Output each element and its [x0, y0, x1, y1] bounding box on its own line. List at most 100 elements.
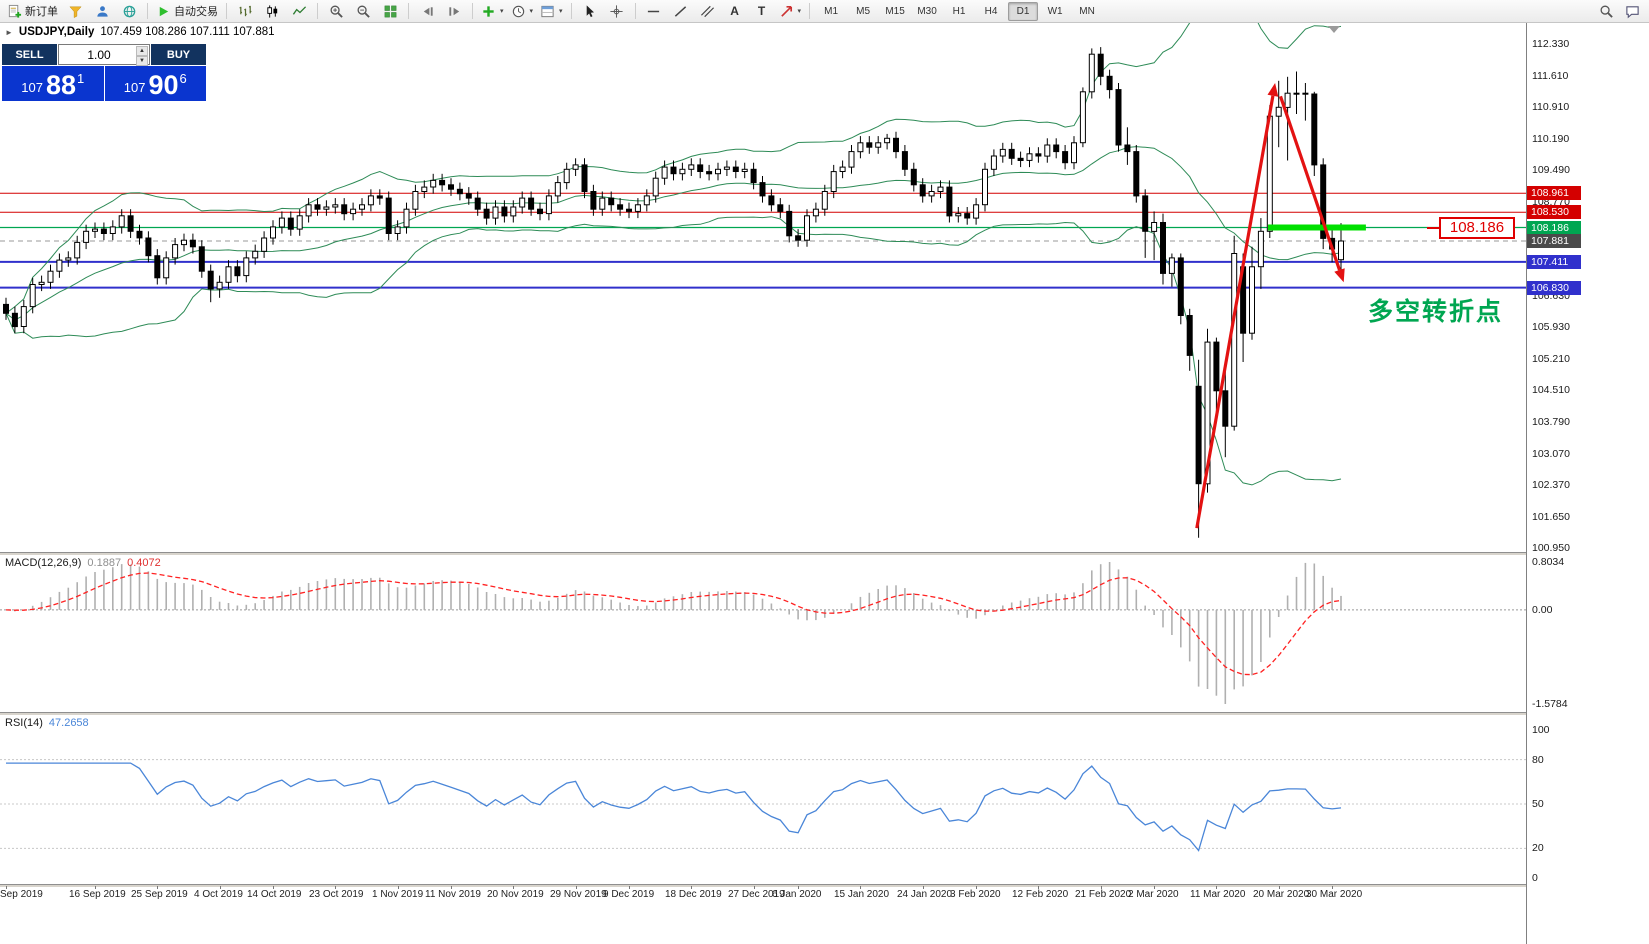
date-tick [220, 886, 221, 889]
chat-button[interactable] [1619, 1, 1645, 21]
autotrading-button[interactable]: 自动交易 [153, 1, 221, 21]
macd-value-main: 0.1887 [87, 557, 122, 569]
spinner-down-icon[interactable]: ▼ [136, 56, 148, 66]
macd-pane[interactable] [0, 554, 1526, 712]
timeframe-group: M1 M5 M15 M30 H1 H4 D1 W1 MN [815, 1, 1103, 21]
rsi-chart[interactable] [0, 714, 1526, 884]
pane-separator[interactable] [0, 712, 1649, 715]
search-button[interactable] [1593, 1, 1619, 21]
toolbar-right-group [1593, 1, 1645, 21]
timeframe-w1[interactable]: W1 [1047, 5, 1063, 17]
timeframe-m1[interactable]: M1 [824, 5, 839, 17]
date-label: 11 Mar 2020 [1190, 889, 1246, 900]
buy-price-box[interactable]: 107 90 6 [104, 66, 206, 101]
sell-button[interactable]: SELL [2, 44, 57, 65]
templates-button[interactable]: ▾ [537, 1, 566, 21]
pane-separator[interactable] [0, 552, 1649, 555]
spinner-up-icon[interactable]: ▲ [136, 46, 148, 56]
bar-chart-button[interactable] [232, 1, 258, 21]
chevron-down-icon: ▾ [559, 8, 563, 15]
candlestick-chart-button[interactable] [259, 1, 285, 21]
date-label: 14 Oct 2019 [247, 889, 302, 900]
rsi-pane[interactable] [0, 714, 1526, 884]
date-tick [1332, 886, 1333, 889]
text-label-tool-button[interactable]: T [749, 1, 775, 21]
price-axis-badge: 107.411 [1527, 255, 1581, 269]
market-watch-button[interactable] [62, 1, 88, 21]
timeframe-h1[interactable]: H1 [952, 5, 966, 17]
date-tick [513, 886, 514, 889]
date-label: 20 Mar 2020 [1253, 889, 1310, 900]
timeframe-d1[interactable]: D1 [1008, 1, 1039, 21]
trendline-icon [674, 5, 687, 17]
timeframe-m30[interactable]: M30 [917, 5, 937, 17]
add-indicator-button[interactable]: ▾ [478, 1, 507, 21]
macd-axis-min: -1.5784 [1532, 698, 1568, 710]
autotrading-label: 自动交易 [174, 6, 218, 18]
date-label: 4 Oct 2019 [194, 889, 243, 900]
date-label: 2 Mar 2020 [1128, 889, 1179, 900]
toolbar-separator [570, 3, 572, 19]
timeframe-h4[interactable]: H4 [984, 5, 998, 17]
new-order-button[interactable]: 新订单 [4, 1, 61, 21]
price-axis-label: 110.190 [1532, 133, 1570, 145]
main-chart-pane[interactable] [0, 0, 1526, 552]
price-axis-label: 112.330 [1532, 38, 1570, 50]
zoom-in-button[interactable] [323, 1, 349, 21]
date-label: 3 Feb 2020 [950, 889, 1001, 900]
search-icon [1600, 5, 1613, 18]
candlestick-chart[interactable] [0, 0, 1526, 552]
price-axis-label: 100.950 [1532, 542, 1570, 554]
date-tick [273, 886, 274, 889]
horizontal-line-button[interactable] [641, 1, 667, 21]
chevron-down-icon: ▾ [797, 8, 802, 15]
cursor-button[interactable] [577, 1, 603, 21]
volume-input[interactable] [59, 47, 149, 62]
crosshair-button[interactable] [604, 1, 630, 21]
sell-price-box[interactable]: 107 88 1 [2, 66, 104, 101]
buy-button[interactable]: BUY [151, 44, 206, 65]
date-label: 20 Nov 2019 [487, 889, 544, 900]
line-chart-button[interactable] [286, 1, 312, 21]
price-axis-label: 109.490 [1532, 164, 1570, 176]
new-order-label: 新订单 [25, 6, 58, 18]
chart-shift-button[interactable] [441, 1, 467, 21]
timeframe-mn[interactable]: MN [1079, 5, 1095, 17]
text-tool-button[interactable]: A [722, 1, 748, 21]
price-axis[interactable]: 112.330 111.610 110.910 110.190 109.490 108.7… [1526, 22, 1649, 944]
channel-button[interactable] [695, 1, 721, 21]
date-tick [95, 886, 96, 889]
turning-point-annotation[interactable]: 多空转折点 [1368, 298, 1504, 326]
trendline-button[interactable] [668, 1, 694, 21]
rsi-axis-label: 20 [1532, 842, 1544, 854]
price-axis-label: 103.790 [1532, 416, 1570, 428]
periods-button[interactable]: ▾ [508, 1, 537, 21]
channel-icon [701, 5, 715, 17]
template-icon [541, 5, 554, 17]
timeframe-m15[interactable]: M15 [885, 5, 905, 17]
price-axis-label: 105.930 [1532, 321, 1570, 333]
navigator-button[interactable] [116, 1, 142, 21]
price-axis-label: 110.910 [1532, 101, 1570, 113]
date-axis[interactable]: Sep 2019 16 Sep 2019 25 Sep 2019 4 Oct 2019… [0, 886, 1526, 902]
arrow-tool-icon [780, 5, 792, 17]
auto-scroll-button[interactable] [414, 1, 440, 21]
date-tick [6, 886, 7, 889]
arrows-tool-button[interactable]: ▾ [776, 1, 805, 21]
chat-icon [1625, 5, 1639, 18]
macd-chart[interactable] [0, 554, 1526, 712]
zoom-out-button[interactable] [350, 1, 376, 21]
timeframe-m5[interactable]: M5 [856, 5, 871, 17]
price-axis-badge: 107.881 [1527, 234, 1581, 248]
data-window-button[interactable] [89, 1, 115, 21]
macd-name: MACD(12,26,9) [5, 557, 82, 569]
rsi-axis-label: 80 [1532, 754, 1544, 766]
panel-collapse-icon[interactable]: ► [5, 27, 13, 37]
toolbar: 新订单 自动交易 [0, 0, 1649, 23]
person-icon [96, 5, 108, 17]
price-callout[interactable]: 108.186 [1427, 217, 1515, 239]
tile-windows-button[interactable] [377, 1, 403, 21]
chart-shift-icon [448, 6, 459, 16]
clock-icon [512, 5, 524, 17]
